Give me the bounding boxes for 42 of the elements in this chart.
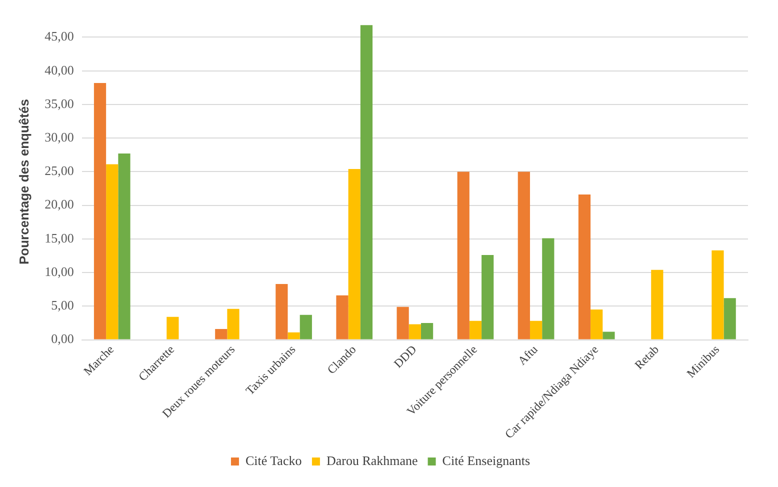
bar	[118, 154, 130, 340]
y-tick-label: 30,00	[44, 130, 74, 145]
bar	[408, 324, 421, 340]
bar	[518, 172, 530, 340]
bar	[106, 164, 118, 340]
bar	[578, 194, 591, 340]
y-tick-label: 0,00	[51, 331, 74, 346]
bar	[542, 238, 554, 340]
bar	[482, 255, 494, 340]
bar	[724, 298, 736, 340]
bar	[215, 329, 228, 340]
bar	[651, 270, 664, 340]
y-tick-label: 45,00	[44, 28, 74, 44]
legend-label: Cité Tacko	[245, 452, 302, 468]
y-tick-label: 10,00	[44, 264, 74, 279]
bar	[712, 250, 724, 340]
bar	[420, 322, 434, 340]
bar	[336, 295, 348, 340]
bar	[590, 310, 603, 340]
y-tick-label: 15,00	[44, 230, 74, 246]
bar	[348, 169, 360, 340]
bar	[530, 320, 542, 340]
y-tick-label: 5,00	[51, 298, 74, 313]
bar	[469, 320, 482, 340]
bar	[166, 316, 179, 340]
bar	[288, 332, 300, 340]
bar	[300, 314, 312, 340]
bar	[457, 172, 470, 340]
y-axis-title: Pourcentage des enquêtés	[16, 99, 32, 265]
bar	[396, 306, 409, 340]
bar	[94, 82, 106, 340]
bar	[276, 284, 288, 340]
bar	[227, 308, 240, 340]
y-tick-label: 20,00	[44, 196, 74, 212]
y-tick-label: 35,00	[44, 96, 74, 111]
x-tick-label: Aftu	[514, 342, 540, 368]
y-tick-label: 40,00	[44, 62, 74, 78]
y-tick-label: 25,00	[44, 163, 74, 178]
bar	[602, 332, 615, 340]
legend-label: Cité Enseignants	[442, 452, 530, 468]
legend-label: Darou Rakhmane	[326, 452, 418, 468]
bar	[360, 25, 373, 340]
